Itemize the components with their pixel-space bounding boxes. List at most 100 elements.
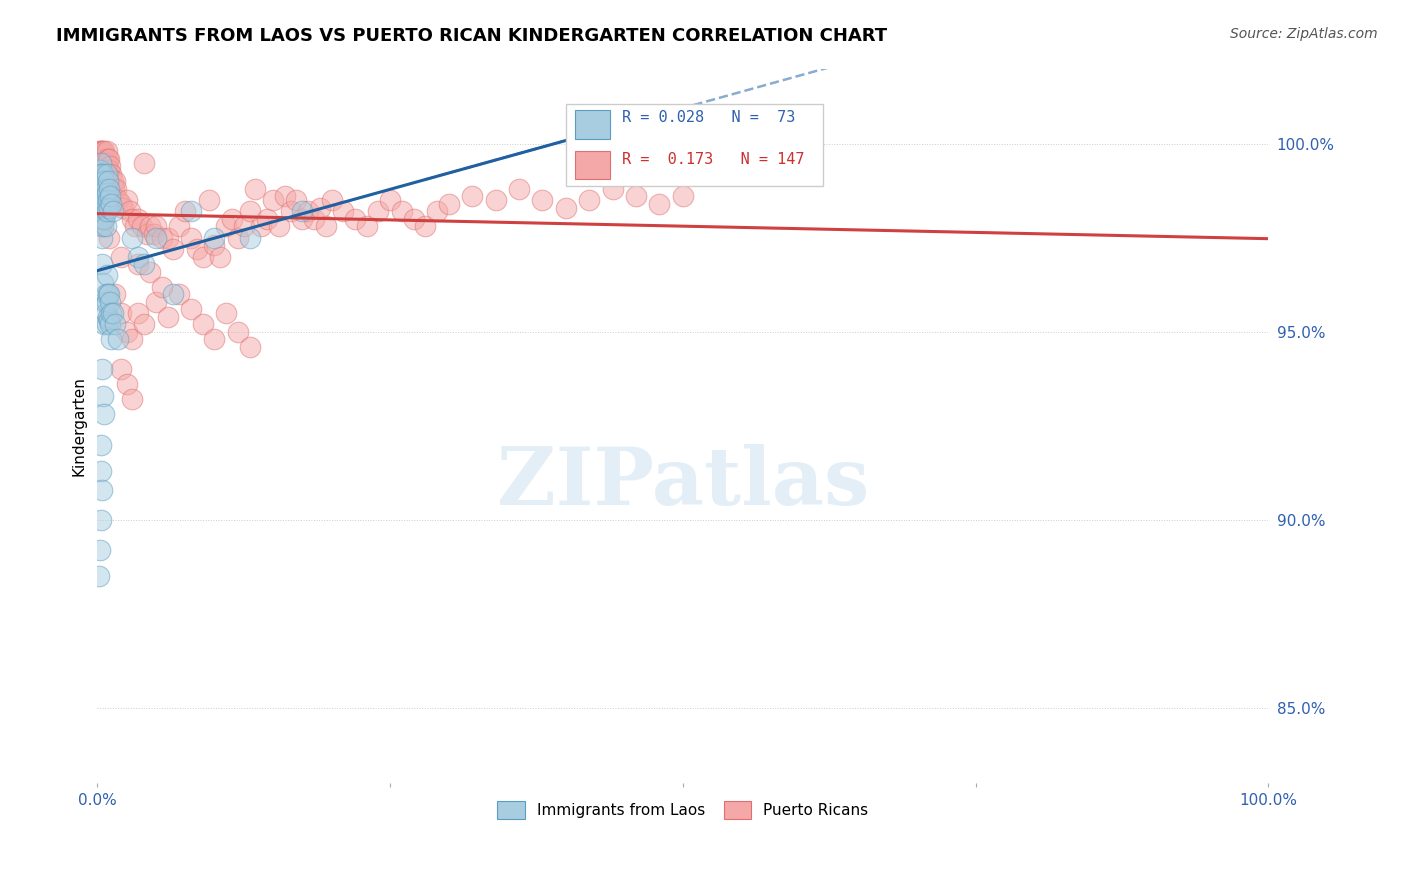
Point [145,219,167,234]
Point [204,231,226,245]
Point [87,174,110,188]
Point [554,201,576,215]
Point [97,167,120,181]
Point [90,167,112,181]
Point [91,389,114,403]
Text: R = 0.028   N =  73: R = 0.028 N = 73 [621,110,796,125]
Point [100,167,122,181]
Point [96,318,118,332]
Point [115,325,138,339]
Point [104,318,127,332]
Text: R =  0.173   N = 147: R = 0.173 N = 147 [621,153,804,168]
Point [245,182,267,196]
Point [169,219,191,234]
Point [91,155,114,169]
Point [343,211,366,226]
Point [110,306,132,320]
Point [93,193,115,207]
FancyBboxPatch shape [575,151,610,179]
Point [91,163,114,178]
Point [91,362,114,376]
Point [87,174,110,188]
Point [89,182,111,196]
Point [90,193,112,207]
Point [215,219,238,234]
Point [221,211,243,226]
Point [97,152,120,166]
Point [97,310,120,324]
Point [215,306,238,320]
Point [97,174,120,188]
Point [90,211,112,226]
Point [91,197,114,211]
Point [87,145,110,159]
Point [101,174,124,188]
Point [121,211,143,226]
Point [121,332,143,346]
Point [98,182,121,196]
Point [426,204,449,219]
Point [262,193,284,207]
Point [100,197,122,211]
Text: Source: ZipAtlas.com: Source: ZipAtlas.com [1230,27,1378,41]
Point [209,250,232,264]
Point [91,167,114,181]
Point [127,211,149,226]
Point [256,211,278,226]
Point [91,178,114,193]
Point [98,231,121,245]
Point [91,174,114,188]
Point [204,332,226,346]
Point [191,318,214,332]
Point [186,242,208,256]
Point [127,306,149,320]
Point [197,193,219,207]
Legend: Immigrants from Laos, Puerto Ricans: Immigrants from Laos, Puerto Ricans [491,795,875,825]
Point [508,182,530,196]
Point [97,182,120,196]
Point [461,189,484,203]
Point [91,145,114,159]
Point [89,201,111,215]
Point [91,174,114,188]
Point [321,193,343,207]
Point [94,306,117,320]
Point [87,163,110,178]
Point [94,219,117,234]
Point [89,163,111,178]
Point [332,204,354,219]
Point [150,231,173,245]
Point [391,204,413,219]
Point [169,287,191,301]
Point [89,542,111,557]
Point [91,276,114,290]
Point [285,193,308,207]
Point [96,268,118,283]
Point [98,318,121,332]
Y-axis label: Kindergarten: Kindergarten [72,376,86,475]
Point [87,182,110,196]
Point [367,204,389,219]
Point [87,152,110,166]
Point [93,211,115,226]
Point [93,318,115,332]
Point [156,231,179,245]
Point [91,211,114,226]
Point [139,264,162,278]
Point [191,250,214,264]
Point [378,193,401,207]
Point [90,159,112,173]
Point [91,145,114,159]
Point [90,193,112,207]
Point [162,287,184,301]
Point [402,211,425,226]
FancyBboxPatch shape [565,104,824,186]
Point [89,193,111,207]
Point [162,242,184,256]
Point [93,155,115,169]
FancyBboxPatch shape [575,110,610,138]
Point [110,362,132,376]
Point [93,197,115,211]
Point [96,182,118,196]
Point [226,231,249,245]
